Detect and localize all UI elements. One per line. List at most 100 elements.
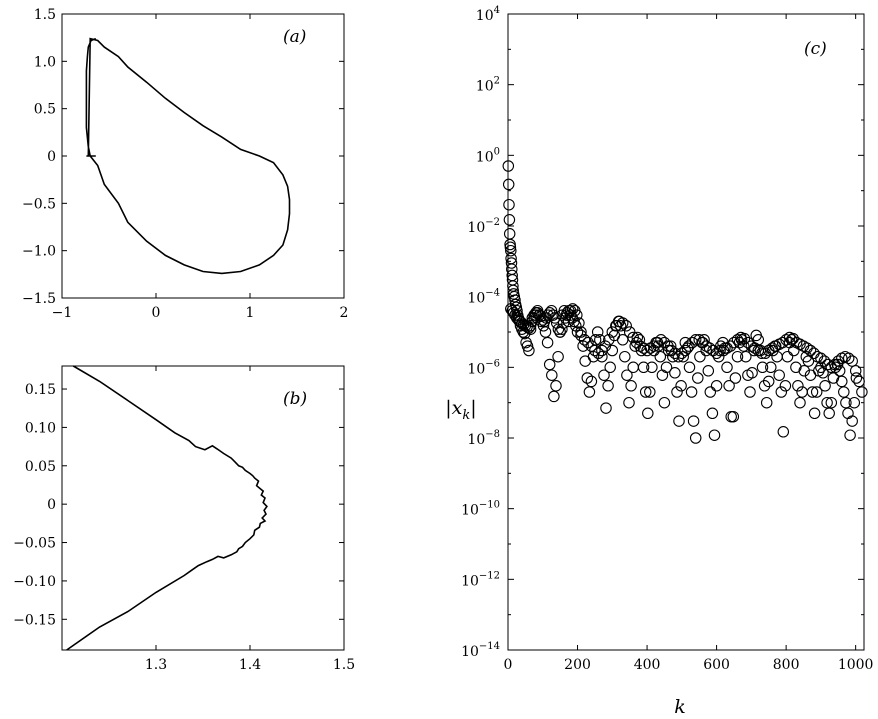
panel-c-ticks: 0 200 400 600 800 1000 104 102 100 10−2 10−4 10−6 10… — [461, 5, 873, 673]
y-tick-label: −0.15 — [13, 612, 56, 628]
data-point — [848, 396, 861, 409]
data-point — [637, 361, 650, 374]
y-tick-label: 10−12 — [461, 570, 500, 589]
data-point — [631, 331, 644, 344]
data-point — [781, 350, 794, 363]
data-point — [660, 361, 673, 374]
data-point — [798, 365, 810, 377]
data-point — [627, 361, 639, 374]
x-tick-label: 1.3 — [145, 657, 167, 673]
data-point — [760, 396, 773, 409]
data-point — [648, 340, 660, 352]
x-tick-label: 1 — [246, 305, 255, 321]
data-point — [502, 160, 515, 172]
data-point — [581, 372, 594, 384]
data-point — [804, 344, 817, 357]
data-point — [702, 365, 715, 377]
data-point — [756, 347, 768, 360]
data-point — [856, 386, 868, 398]
data-point — [623, 326, 636, 338]
data-point — [706, 407, 719, 420]
data-point — [840, 396, 852, 409]
data-point — [683, 361, 696, 374]
data-point — [787, 332, 799, 345]
data-point — [729, 372, 742, 384]
y-tick-label: 10−14 — [461, 641, 500, 660]
data-point — [669, 367, 681, 379]
data-point — [815, 352, 827, 365]
data-point — [505, 303, 517, 315]
data-point — [596, 350, 608, 363]
data-point — [740, 350, 752, 363]
x-tick-label: 200 — [564, 657, 591, 673]
data-point — [658, 396, 671, 409]
data-point — [614, 320, 627, 332]
data-point — [822, 358, 834, 371]
data-point — [708, 429, 721, 441]
data-point — [694, 350, 706, 363]
data-point — [546, 369, 558, 381]
data-point — [710, 347, 723, 360]
data-point — [696, 336, 709, 349]
data-point — [603, 334, 615, 346]
data-point — [630, 336, 643, 349]
x-tick-label: 1000 — [838, 657, 874, 673]
data-point — [521, 340, 534, 352]
data-point — [836, 375, 848, 388]
y-tick-label: 1.0 — [34, 54, 56, 70]
data-point — [585, 375, 598, 388]
panel-a-frame — [61, 13, 345, 299]
y-tick-label: 100 — [476, 146, 500, 165]
data-point — [583, 386, 596, 398]
panel-a-label: (a) — [283, 27, 306, 47]
panel-a-ticks: −1 0 1 2 1.5 1.0 0.5 0 −0.5 −1.0 −1.5 — [22, 7, 348, 321]
panel-c-markers — [502, 160, 868, 444]
data-point — [502, 178, 515, 191]
y-tick-label: −1.0 — [22, 244, 56, 260]
data-point — [503, 214, 516, 226]
panel-c-ylabel-sub: k — [462, 408, 470, 423]
data-point — [687, 415, 700, 427]
y-tick-label: 0.05 — [25, 459, 56, 475]
data-point — [589, 344, 601, 357]
data-point — [808, 407, 821, 420]
y-tick-label: −0.10 — [13, 574, 56, 590]
data-point — [621, 369, 633, 381]
data-point — [758, 380, 771, 392]
x-tick-label: 1.5 — [333, 657, 355, 673]
data-point — [738, 332, 751, 345]
data-point — [794, 396, 806, 409]
data-point — [673, 415, 685, 427]
data-point — [620, 320, 632, 332]
data-point — [503, 228, 516, 240]
x-tick-label: 0 — [152, 305, 161, 321]
data-point — [571, 326, 584, 338]
panel-c-label: (c) — [804, 39, 827, 59]
data-point — [693, 334, 705, 346]
data-point — [762, 375, 775, 388]
data-point — [692, 372, 704, 384]
x-tick-label: 1.4 — [239, 657, 261, 673]
data-point — [552, 350, 564, 363]
data-point — [504, 241, 517, 254]
data-point — [703, 342, 716, 354]
y-tick-label: 10−2 — [467, 217, 500, 236]
data-point — [539, 326, 552, 338]
data-point — [598, 369, 610, 381]
data-point — [656, 369, 669, 381]
data-point — [523, 322, 535, 334]
y-tick-label: −0.05 — [13, 536, 56, 552]
data-point — [842, 407, 854, 420]
data-point — [675, 380, 687, 392]
data-point — [672, 350, 685, 363]
data-point — [619, 350, 631, 363]
data-point — [599, 340, 612, 352]
data-point — [505, 257, 518, 269]
data-point — [604, 361, 616, 374]
panel-b-ticks: 1.3 1.4 1.5 0.15 0.10 0.05 0 −0.05 −0.10 −0.15 — [13, 366, 355, 673]
data-point — [802, 355, 815, 367]
data-point — [819, 380, 831, 392]
data-point — [503, 198, 515, 211]
data-point — [548, 390, 560, 403]
x-tick-label: 2 — [340, 305, 349, 321]
